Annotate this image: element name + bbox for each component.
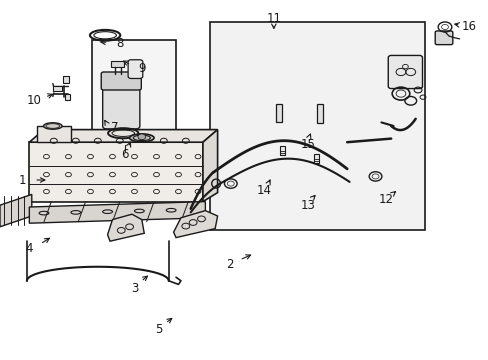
Text: 10: 10 [27,94,41,107]
Text: 9: 9 [138,62,145,75]
Circle shape [138,134,145,140]
FancyBboxPatch shape [102,84,140,129]
Text: 16: 16 [461,21,476,33]
Bar [316,104,322,123]
Bar [280,146,285,155]
Text: 5: 5 [155,323,163,336]
Text: 14: 14 [256,184,271,197]
Text: 12: 12 [378,193,393,206]
Polygon shape [107,214,144,241]
Polygon shape [37,126,71,142]
Polygon shape [29,202,205,223]
Polygon shape [29,130,217,142]
Ellipse shape [43,123,62,129]
Bar [62,76,69,83]
Bar [53,86,61,91]
FancyBboxPatch shape [128,60,142,78]
Text: 15: 15 [300,138,315,150]
FancyBboxPatch shape [387,55,422,89]
FancyBboxPatch shape [434,31,452,45]
Text: 7: 7 [111,121,119,134]
FancyBboxPatch shape [101,72,141,90]
Polygon shape [203,130,217,202]
Text: 3: 3 [130,282,138,294]
Text: 11: 11 [266,12,281,24]
Polygon shape [173,211,217,238]
Text: 8: 8 [116,37,123,50]
Text: 13: 13 [300,199,315,212]
Bar [210,22,425,230]
Text: 1: 1 [18,174,26,186]
Polygon shape [0,194,32,227]
Bar [92,40,176,151]
Bar [64,94,70,100]
FancyBboxPatch shape [29,142,203,202]
Bar [111,61,124,67]
Text: 4: 4 [25,242,33,255]
Ellipse shape [129,134,154,142]
Bar [276,104,282,122]
Bar [314,154,319,163]
Text: 2: 2 [225,258,233,271]
Text: 6: 6 [121,148,128,161]
